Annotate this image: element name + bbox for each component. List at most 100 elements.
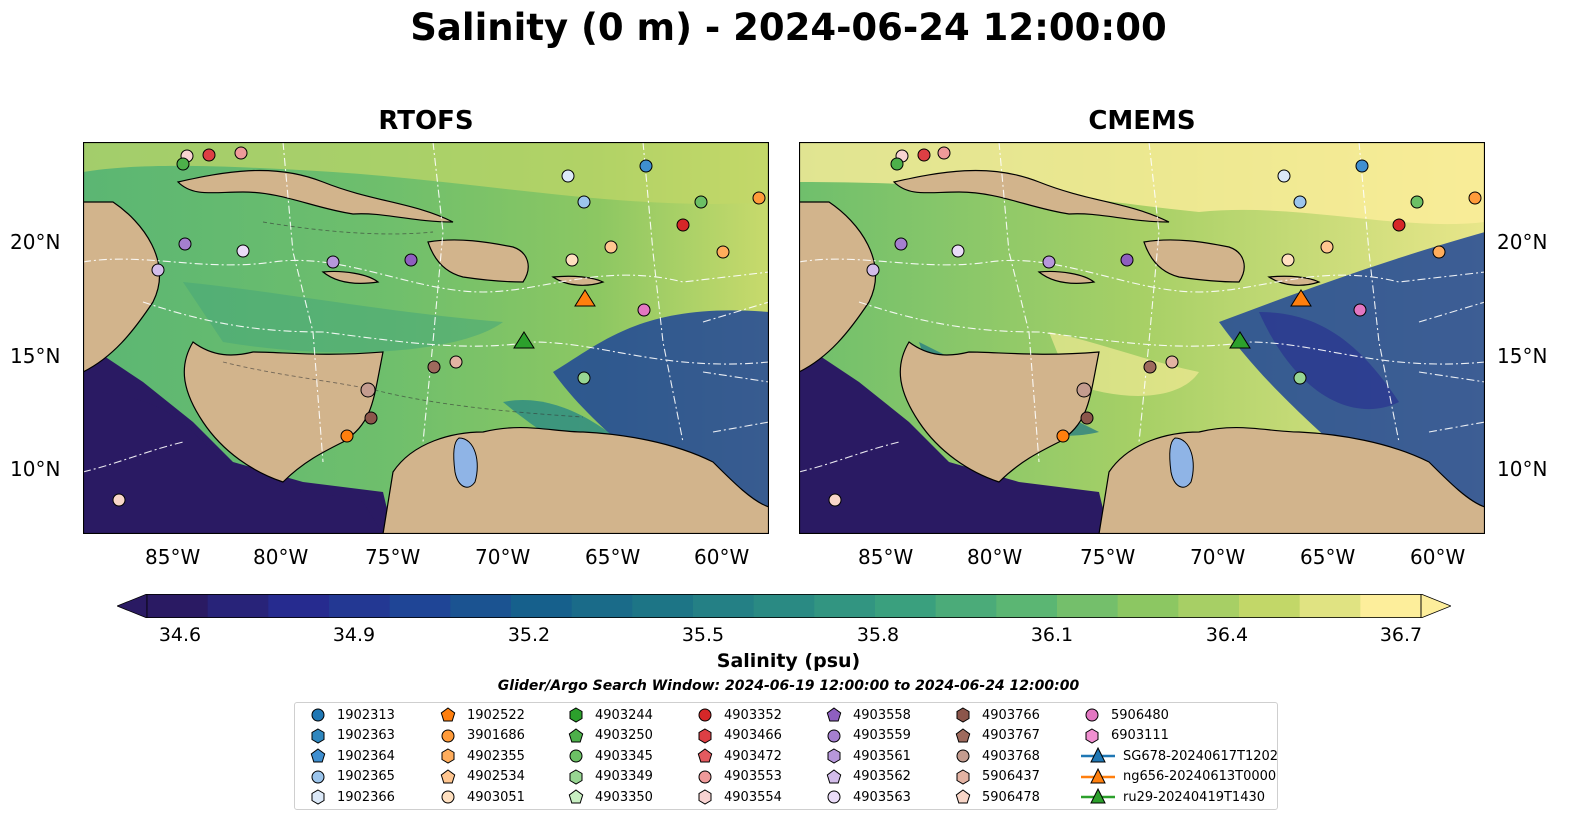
colorbar-step	[1178, 594, 1240, 618]
lake-maracaibo	[453, 437, 478, 488]
legend-marker-icon	[1085, 727, 1099, 744]
legend-marker-icon	[569, 749, 583, 763]
legend-label: 1902363	[337, 728, 395, 743]
legend-label: ng656-20240613T0000	[1123, 769, 1277, 784]
legend-label: 5906478	[982, 789, 1040, 805]
land-central-america	[183, 341, 384, 483]
legend-item: 4903766	[952, 705, 1040, 725]
colorbar-step	[693, 594, 755, 618]
colorbar-step	[996, 594, 1058, 618]
legend-marker-icon	[440, 768, 456, 783]
colorbar-step	[1057, 594, 1119, 618]
legend-label: 6903111	[1111, 728, 1169, 743]
legend-item: 4902534	[437, 767, 525, 787]
lon-tick: 60°W	[694, 545, 750, 569]
legend-item: 4903561	[823, 746, 911, 766]
lon-tick: 65°W	[1300, 545, 1356, 569]
legend-label: 4903051	[467, 789, 525, 805]
legend-label: 4903244	[595, 707, 653, 723]
legend-label: SG678-20240617T1202	[1123, 748, 1279, 764]
colorbar-step	[1239, 594, 1301, 618]
legend-label: 4903563	[853, 789, 911, 805]
legend-marker-icon	[826, 707, 842, 722]
colorbar-step	[632, 594, 694, 618]
colorbar-step	[1360, 594, 1422, 618]
colorbar-step	[389, 594, 451, 618]
colorbar-step	[935, 594, 997, 618]
legend-label: 4903767	[982, 728, 1040, 743]
legend-item: 5906478	[952, 787, 1040, 807]
colorbar-step	[329, 594, 391, 618]
glider-markers[interactable]	[1229, 289, 1312, 349]
argo-markers[interactable]	[112, 146, 766, 507]
legend-marker-icon	[569, 707, 583, 723]
colorbar-tick: 35.5	[681, 624, 725, 646]
legend-item: 4903558	[823, 705, 911, 725]
colorbar-step	[207, 594, 269, 618]
high-salinity-north	[799, 142, 1485, 225]
colorbar-step	[1117, 594, 1179, 618]
legend-marker-icon	[827, 729, 841, 742]
legend-item: 4903553	[694, 767, 782, 787]
legend-marker-icon	[1081, 746, 1115, 763]
legend-label: 4903553	[724, 769, 782, 784]
map-panel-rtofs[interactable]	[83, 142, 769, 534]
colorbar-step	[511, 594, 573, 618]
legend-marker-icon	[698, 727, 712, 744]
legend-label: 4903350	[595, 789, 653, 805]
colorbar-step	[450, 594, 512, 618]
legend-label: 4903554	[724, 789, 782, 805]
panel-title-rtofs: RTOFS	[378, 106, 474, 136]
land-jamaica	[1037, 270, 1096, 284]
legend-label: 3901686	[467, 728, 525, 743]
legend-item: 6903111	[1081, 726, 1169, 746]
eez-boundaries	[83, 142, 769, 473]
colorbar-label: Salinity (psu)	[716, 650, 861, 672]
colorbar-step	[147, 594, 209, 618]
panel-title-cmems: CMEMS	[1088, 106, 1196, 136]
legend-marker-icon	[441, 748, 455, 764]
legend-label: 4903466	[724, 728, 782, 743]
colorbar-tick: 35.8	[856, 624, 900, 646]
lon-tick: 75°W	[1080, 545, 1136, 569]
legend-marker-icon	[1081, 767, 1115, 783]
legend-item: 1902313	[307, 705, 395, 725]
land-south-america	[382, 426, 769, 534]
legend-label: 4903562	[853, 769, 911, 784]
lon-tick: 70°W	[475, 545, 531, 569]
legend-marker-icon	[569, 768, 583, 785]
legend-marker-icon	[441, 790, 455, 804]
legend-item: 4903559	[823, 726, 911, 746]
legend-item: 3901686	[437, 726, 525, 746]
figure-title: Salinity (0 m) - 2024-06-24 12:00:00	[410, 6, 1167, 49]
legend-marker-icon	[826, 768, 842, 783]
legend-item: 4903051	[437, 787, 525, 807]
lake-maracaibo	[1169, 437, 1194, 488]
map-panel-cmems[interactable]	[799, 142, 1485, 534]
legend-label: 4903250	[595, 728, 653, 743]
lat-tick: 15°N	[1497, 344, 1548, 368]
land-yucatan	[83, 201, 161, 373]
search-window-text: Glider/Argo Search Window: 2024-06-19 12…	[497, 678, 1080, 694]
argo-markers[interactable]	[828, 146, 1482, 507]
legend-label: 4902534	[467, 769, 525, 784]
legend-item: 4903250	[565, 726, 653, 746]
land-central-america	[899, 341, 1100, 483]
legend-item: 4903563	[823, 787, 911, 807]
legend-item: 1902522	[437, 705, 525, 725]
glider-markers[interactable]	[513, 289, 596, 349]
legend-marker-icon	[827, 748, 841, 764]
legend-item: 1902364	[307, 746, 395, 766]
lon-tick: 70°W	[1190, 545, 1246, 569]
lon-tick: 80°W	[967, 545, 1023, 569]
legend-marker-icon	[440, 707, 456, 722]
mid-salinity-band	[183, 282, 503, 353]
legend-item: 4903767	[952, 726, 1040, 746]
colorbar-step	[268, 594, 330, 618]
legend-label: 4902355	[467, 748, 525, 764]
land-cuba	[892, 169, 1170, 223]
legend-marker-icon	[698, 770, 712, 783]
legend-label: 4903349	[595, 769, 653, 784]
legend-marker-icon	[1081, 787, 1115, 804]
lon-tick: 65°W	[585, 545, 641, 569]
